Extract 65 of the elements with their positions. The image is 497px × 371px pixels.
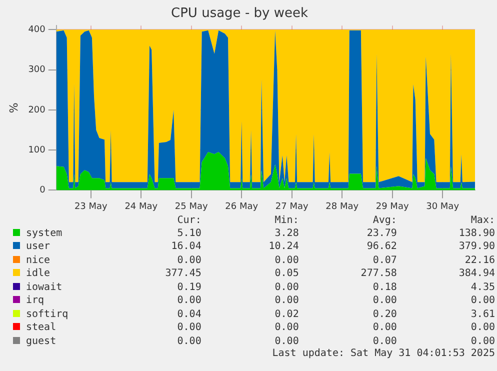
text: 0.02	[274, 308, 300, 321]
legend-label: user	[26, 241, 50, 252]
legend-label: iowait	[26, 282, 62, 292]
text: 0.00	[274, 321, 300, 334]
text: 4.35	[470, 280, 496, 294]
text: 0.00	[274, 334, 300, 348]
text: 0.18	[372, 280, 398, 294]
chart-title: CPU usage - by week	[171, 6, 308, 22]
text: 0.00	[372, 334, 398, 348]
text: 0.00	[176, 254, 202, 267]
y-tick-label: 200	[28, 105, 46, 116]
y-tick-label: 0	[40, 186, 46, 196]
legend-label: system	[26, 228, 62, 238]
x-tick-label: 23 May	[74, 202, 108, 212]
text: 377.45	[164, 267, 202, 280]
text: 0.00	[176, 321, 202, 334]
x-tick-label: 29 May	[376, 202, 410, 212]
text: 3.28	[274, 226, 300, 240]
x-tick-label: 25 May	[174, 202, 209, 212]
text: 138.90	[458, 226, 496, 240]
text: 0.07	[372, 254, 398, 267]
text: 0.00	[274, 294, 300, 308]
text: 0.00	[274, 280, 300, 294]
text: 0.00	[372, 294, 398, 308]
legend-label: irq	[26, 295, 44, 306]
y-tick-label: 300	[28, 65, 46, 76]
text: 0.00	[372, 321, 398, 334]
text: Avg:	[372, 215, 398, 226]
text: 0.19	[176, 280, 202, 294]
y-tick-label: 400	[28, 24, 46, 35]
text: 16.04	[170, 240, 202, 254]
x-tick-label: 26 May	[225, 202, 259, 212]
text: Max:	[470, 215, 496, 226]
text: 0.00	[274, 254, 300, 267]
legend-label: guest	[26, 336, 56, 346]
text: 0.00	[470, 321, 496, 334]
legend-label: nice	[26, 254, 50, 266]
text: 0.04	[176, 308, 202, 321]
text: 277.58	[360, 267, 398, 280]
text: Last update: Sat May 31 04:01:53 2025	[271, 348, 496, 360]
text: 0.00	[470, 334, 496, 348]
text: 379.90	[458, 240, 496, 254]
text: 23.79	[366, 226, 398, 240]
text: 5.10	[176, 226, 202, 240]
text: Cur:	[176, 215, 202, 226]
text: 0.00	[176, 294, 202, 308]
y-axis-title: %	[7, 102, 20, 114]
text: 0.00	[470, 294, 496, 308]
text: 10.24	[268, 240, 300, 254]
text: 0.05	[274, 267, 300, 280]
text: 3.61	[470, 308, 496, 321]
x-tick-label: 30 May	[426, 202, 460, 212]
x-tick-label: 24 May	[124, 202, 158, 212]
text: 22.16	[464, 254, 496, 267]
text: Min:	[274, 215, 300, 226]
legend-label: steal	[26, 322, 56, 333]
text: 96.62	[366, 240, 398, 254]
text: 0.20	[372, 308, 398, 321]
text: 384.94	[458, 267, 496, 280]
y-tick-label: 100	[28, 145, 46, 156]
text: 0.00	[176, 334, 202, 348]
legend-label: softirq	[26, 308, 68, 320]
x-tick-label: 27 May	[275, 202, 309, 212]
legend-label: idle	[26, 268, 50, 279]
x-tick-label: 28 May	[326, 202, 360, 212]
